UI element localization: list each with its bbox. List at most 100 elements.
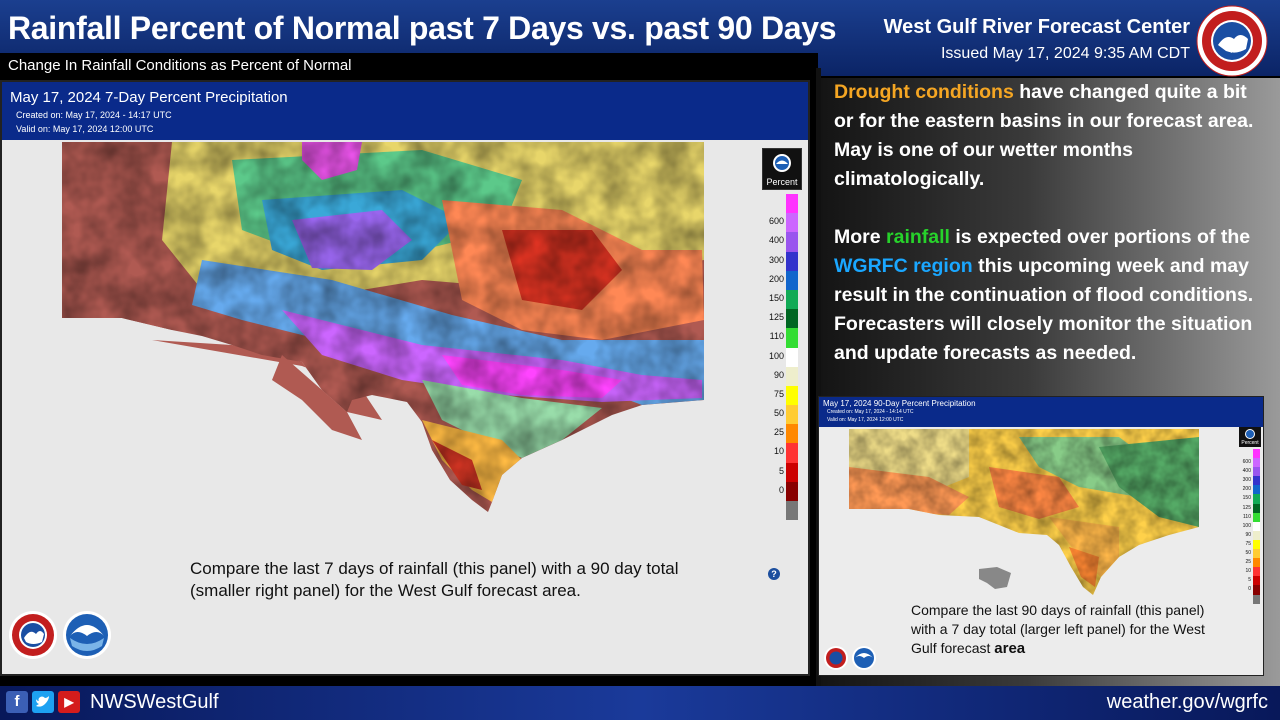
discussion-p2-b: is expected over portions of the: [949, 226, 1251, 248]
rainfall-highlight: rainfall: [886, 226, 950, 248]
legend-swatch: [786, 328, 798, 348]
legend-swatch: [786, 366, 798, 386]
legend-swatch: [1253, 503, 1260, 513]
legend-row: 150: [760, 289, 804, 310]
map-7-day-title: May 17, 2024 7-Day Percent Precipitation: [10, 89, 288, 106]
legend-swatch: [1253, 558, 1260, 568]
legend-value: 150: [1242, 495, 1251, 502]
issued-time: Issued May 17, 2024 9:35 AM CDT: [940, 45, 1190, 62]
nws-logo: [1196, 5, 1268, 77]
map-90-day-panel: May 17, 2024 90-Day Percent Precipitatio…: [818, 396, 1264, 676]
legend-value: 125: [768, 312, 784, 323]
legend-90-scale: 600 400 300 200 150 125 110 100 90 75 50 25 10 5 0: [1237, 449, 1263, 604]
youtube-icon[interactable]: ▶: [58, 691, 80, 713]
wgrfc-region-highlight: WGRFC region: [834, 255, 973, 277]
legend-value: 600: [768, 216, 784, 227]
legend-swatch: [1253, 485, 1260, 495]
website-link[interactable]: weather.gov/wgrfc: [1106, 691, 1268, 713]
legend-row: 5: [1237, 576, 1263, 586]
social-handle[interactable]: NWSWestGulf: [90, 691, 219, 713]
legend-value: 75: [1245, 540, 1251, 547]
legend-90-day: Percent 600 400 300 200 150 125 110 100 90 75 50 25…: [1237, 427, 1263, 604]
legend-row: 400: [1237, 467, 1263, 477]
legend-row: 125: [1237, 503, 1263, 513]
legend-row: 10: [1237, 567, 1263, 577]
map-7-day-valid: Valid on: May 17, 2024 12:00 UTC: [16, 124, 154, 134]
legend-row: 90: [760, 366, 804, 386]
legend-row: 100: [1237, 521, 1263, 531]
nws-logo-bottom: [9, 611, 57, 659]
legend-row: 110: [1237, 512, 1263, 522]
legend-value: 200: [1242, 486, 1251, 493]
discussion-text: Drought conditions have changed quite a …: [834, 78, 1264, 397]
legend-swatch: [1253, 449, 1260, 459]
legend-swatch: [786, 462, 798, 482]
legend-value: 600: [1242, 459, 1251, 466]
legend-row: 25: [1237, 558, 1263, 568]
legend-unit-label: Percent: [766, 177, 798, 187]
legend-row: 110: [760, 328, 804, 348]
map-90-day-valid: Valid on: May 17, 2024 12:00 UTC: [827, 417, 904, 423]
legend-row: 300: [1237, 476, 1263, 486]
map-90-day-caption: Compare the last 90 days of rainfall (th…: [911, 601, 1221, 658]
facebook-icon[interactable]: f: [6, 691, 28, 713]
legend-swatch: [1253, 458, 1260, 468]
subtitle-bar: Change In Rainfall Conditions as Percent…: [0, 53, 818, 77]
map-7-day-panel: May 17, 2024 7-Day Percent Precipitation…: [0, 80, 810, 676]
legend-row: 150: [1237, 494, 1263, 504]
legend-swatch: [786, 347, 798, 367]
legend-swatch: [1253, 549, 1260, 559]
legend-row: [1237, 449, 1263, 459]
legend-row: 25: [760, 424, 804, 444]
legend-row: 100: [760, 347, 804, 367]
legend-swatch: [786, 501, 798, 521]
legend-value: 300: [768, 254, 784, 265]
legend-row: 400: [760, 232, 804, 252]
discussion-p2-a: More: [834, 226, 887, 248]
legend-row: [760, 501, 804, 521]
legend-swatch: [1253, 585, 1260, 595]
noaa-legend-icon: [773, 154, 791, 172]
legend-row: 200: [760, 270, 804, 290]
map-90-day-title: May 17, 2024 90-Day Percent Precipitatio…: [823, 399, 976, 408]
legend-7-day: Percent 600 400 300 200 150 125 110 100 90 75 50 25…: [760, 148, 804, 580]
help-icon[interactable]: ?: [768, 568, 780, 580]
precip-map-7-day: [62, 142, 704, 512]
legend-90-header: Percent: [1239, 427, 1261, 447]
noaa-logo: [63, 611, 111, 659]
legend-value: 90: [1245, 531, 1251, 538]
panel-divider: [816, 68, 821, 688]
discussion-p2-c: this upcoming week and may result in the…: [834, 255, 1254, 364]
legend-row: 10: [760, 443, 804, 463]
noaa-logo-small: [852, 646, 876, 670]
legend-swatch: [1253, 467, 1260, 477]
legend-row: [1237, 594, 1263, 604]
legend-row: 600: [760, 213, 804, 233]
map-90-caption-main: Compare the last 90 days of rainfall (th…: [911, 602, 1205, 656]
legend-row: 0: [760, 481, 804, 501]
legend-value: 300: [1242, 477, 1251, 484]
legend-value: 10: [773, 446, 784, 457]
map-90-day-created: Created on: May 17, 2024 - 14:14 UTC: [827, 409, 914, 415]
legend-value: 75: [773, 388, 784, 399]
map-90-day-header: May 17, 2024 90-Day Percent Precipitatio…: [819, 397, 1263, 427]
legend-value: 100: [1242, 522, 1251, 529]
discussion-paragraph-1: Drought conditions have changed quite a …: [834, 78, 1264, 194]
twitter-icon[interactable]: [32, 691, 54, 713]
legend-value: 25: [1245, 559, 1251, 566]
legend-row: [760, 194, 804, 214]
legend-row: 0: [1237, 585, 1263, 595]
legend-swatch: [786, 443, 798, 463]
legend-value: 5: [778, 465, 784, 476]
drought-highlight: Drought conditions: [834, 81, 1014, 103]
map-7-day-header: May 17, 2024 7-Day Percent Precipitation…: [2, 82, 808, 140]
legend-value: 0: [1248, 586, 1251, 593]
legend-swatch: [1253, 476, 1260, 486]
legend-value: 10: [1245, 568, 1251, 575]
legend-row: 5: [760, 462, 804, 482]
legend-value: 5: [1248, 577, 1251, 584]
map-7-day-caption: Compare the last 7 days of rainfall (thi…: [190, 559, 679, 600]
nws-logo-small: [824, 646, 848, 670]
legend-value: 50: [773, 408, 784, 419]
legend-swatch: [786, 289, 798, 310]
